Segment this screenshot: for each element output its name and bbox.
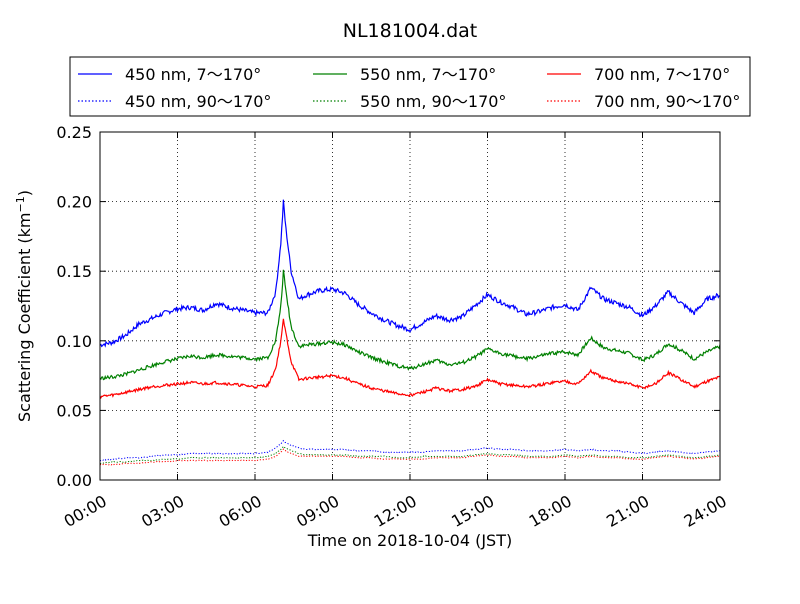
x-tick-label: 09:00 xyxy=(293,491,342,531)
legend-label: 450 nm, 90～170° xyxy=(125,92,271,111)
x-tick-label: 06:00 xyxy=(216,491,265,531)
series-line xyxy=(99,318,721,400)
y-axis-label-end: ) xyxy=(15,190,34,196)
y-axis-label: Scattering Coefficient (km−1) xyxy=(14,190,34,422)
series-layer xyxy=(99,199,721,466)
y-axis-label-main: Scattering Coefficient (km xyxy=(15,212,34,422)
series-line xyxy=(99,199,721,348)
legend-box xyxy=(69,56,751,117)
y-tick-label: 0.10 xyxy=(56,332,92,351)
legend-label: 550 nm, 90～170° xyxy=(360,92,506,111)
axis-ticks: 00:00 03:00 06:00 09:00 12:00 15:00 18:00 21:00… xyxy=(56,123,730,531)
y-tick-label: 0.20 xyxy=(56,193,92,212)
series-line xyxy=(99,269,721,381)
grid-lines xyxy=(100,132,720,480)
legend-label: 450 nm, 7～170° xyxy=(125,65,261,84)
series-line xyxy=(99,448,721,466)
x-tick-label: 24:00 xyxy=(681,491,730,531)
x-tick-label: 18:00 xyxy=(526,491,575,531)
legend-label: 550 nm, 7～170° xyxy=(360,65,496,84)
series-line xyxy=(99,439,721,462)
y-axis-label-superscript: −1 xyxy=(14,196,27,212)
x-axis-label: Time on 2018-10-04 (JST) xyxy=(307,531,512,550)
legend: 450 nm, 7～170° 550 nm, 7～170° 700 nm, 7～17… xyxy=(69,56,751,117)
y-tick-label: 0.15 xyxy=(56,262,92,281)
x-tick-label: 15:00 xyxy=(448,491,497,531)
x-tick-label: 21:00 xyxy=(603,491,652,531)
y-tick-label: 0.05 xyxy=(56,401,92,420)
legend-label: 700 nm, 90～170° xyxy=(594,92,740,111)
x-tick-label: 00:00 xyxy=(61,491,110,531)
chart-title: NL181004.dat xyxy=(343,20,478,42)
y-tick-label: 0.25 xyxy=(56,123,92,142)
x-tick-label: 12:00 xyxy=(371,491,420,531)
y-tick-label: 0.00 xyxy=(56,471,92,490)
legend-label: 700 nm, 7～170° xyxy=(594,65,730,84)
x-tick-label: 03:00 xyxy=(138,491,187,531)
